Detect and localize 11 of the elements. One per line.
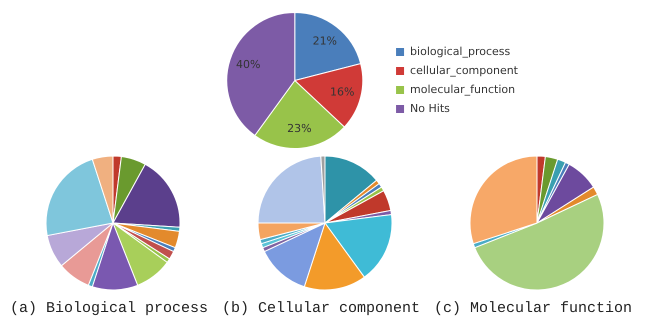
legend-label: cellular_component [410, 64, 519, 77]
legend-label: No Hits [410, 102, 450, 115]
legend-label: biological_process [410, 44, 511, 58]
text: (c) Molecular function [434, 300, 632, 317]
legend-label: molecular_function [410, 82, 516, 96]
data-label: 40% [236, 58, 260, 72]
data-label: 23% [287, 122, 312, 136]
data-label: 16% [330, 86, 354, 99]
data-label: 21% [312, 34, 338, 48]
text: (a) Biological process [10, 300, 208, 317]
text: (b) Cellular component [222, 300, 420, 317]
